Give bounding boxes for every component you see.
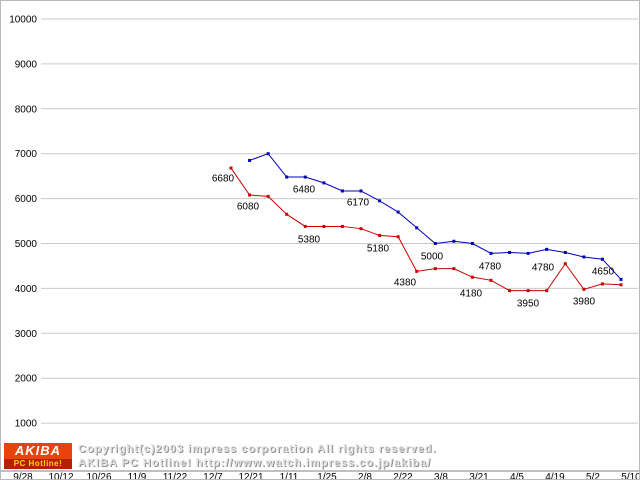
point-value-label: 6480 — [293, 185, 316, 196]
y-axis-tick-label: 10000 — [9, 15, 37, 26]
price-blue-marker — [396, 210, 400, 214]
point-value-label: 6080 — [237, 202, 260, 213]
x-axis-tick-label: 3/8 — [434, 472, 448, 480]
price-red-marker — [526, 289, 530, 293]
price-red-marker — [266, 194, 270, 198]
y-axis-tick-label: 1000 — [15, 419, 38, 430]
point-value-label: 3980 — [573, 297, 596, 308]
price-red-marker — [600, 282, 604, 286]
x-axis-tick-label: 9/28 — [13, 472, 33, 480]
x-axis-tick-label: 3/21 — [469, 472, 489, 480]
point-value-label: 6170 — [347, 198, 370, 209]
price-red-marker — [285, 212, 289, 216]
price-blue-marker — [526, 251, 530, 255]
price-red-line — [230, 167, 622, 292]
footer: AKIBA PC Hotline! Copyright(c)2003 impre… — [3, 442, 437, 470]
y-axis-tick-label: 6000 — [15, 194, 38, 205]
site-url-text: AKIBA PC Hotline! http://www.watch.impre… — [78, 457, 432, 469]
price-blue-marker — [248, 158, 252, 162]
y-axis-tick-label: 9000 — [15, 59, 38, 70]
price-blue-marker — [563, 250, 567, 254]
price-red-marker — [303, 224, 307, 228]
x-axis-tick-label: 11/9 — [128, 472, 147, 480]
x-axis-tick-label: 5/10 — [621, 472, 640, 480]
price-blue-marker — [545, 247, 549, 251]
y-axis-tick-label: 7000 — [15, 149, 38, 160]
point-value-label: 5380 — [298, 235, 321, 246]
price-red-marker — [508, 289, 512, 293]
y-axis-tick-label: 4000 — [15, 284, 38, 295]
point-value-label: 5180 — [367, 244, 390, 255]
price-blue-marker — [452, 239, 456, 243]
point-value-label: 4180 — [460, 289, 483, 300]
x-axis-tick-label: 11/22 — [163, 472, 188, 480]
x-axis-tick-label: 2/22 — [393, 472, 413, 480]
x-axis-tick-label: 2/8 — [358, 472, 372, 480]
copyright-text: Copyright(c)2003 impress corporation All… — [78, 443, 437, 455]
akiba-logo-subtitle: PC Hotline! — [4, 459, 72, 469]
y-axis-tick-label: 5000 — [15, 239, 38, 250]
price-blue-marker — [489, 251, 493, 255]
price-blue-marker — [433, 242, 437, 245]
price-red-marker — [619, 283, 623, 287]
x-axis-tick-label: 1/25 — [317, 472, 337, 480]
price-red-marker — [582, 287, 586, 291]
x-axis-tick-label: 4/19 — [545, 472, 565, 480]
akiba-logo-title: AKIBA — [4, 443, 72, 459]
price-blue-marker — [322, 181, 326, 185]
y-axis-tick-label: 2000 — [15, 374, 38, 385]
footer-text: Copyright(c)2003 impress corporation All… — [78, 442, 437, 470]
price-red-marker — [545, 289, 549, 293]
price-red-marker — [396, 235, 400, 239]
price-blue-marker — [340, 189, 344, 193]
point-value-label: 4780 — [532, 263, 555, 274]
price-blue-marker — [470, 242, 474, 245]
x-axis-tick-label: 12/21 — [238, 472, 263, 480]
point-value-label: 3950 — [517, 299, 540, 310]
price-blue-marker — [582, 255, 586, 259]
price-red-marker — [340, 224, 344, 228]
akiba-logo: AKIBA PC Hotline! — [3, 442, 73, 470]
price-blue-marker — [285, 175, 289, 179]
price-red-marker — [415, 269, 419, 273]
price-red-marker — [433, 267, 437, 271]
price-blue-marker — [600, 257, 604, 261]
price-red-marker — [322, 224, 326, 228]
price-red-marker — [359, 227, 363, 231]
price-red-marker — [378, 233, 382, 237]
price-blue-marker — [303, 175, 307, 179]
point-value-label: 4380 — [394, 278, 417, 289]
x-axis-tick-label: 5/2 — [586, 472, 600, 480]
price-red-marker — [470, 275, 474, 279]
price-blue-marker — [415, 226, 419, 230]
y-axis-tick-label: 3000 — [15, 329, 38, 340]
point-value-label: 5000 — [421, 252, 444, 263]
price-blue-marker — [508, 250, 512, 254]
price-blue-marker — [378, 199, 382, 203]
x-axis-tick-label: 4/5 — [510, 472, 524, 480]
price-red-marker — [229, 166, 233, 170]
price-red-marker — [563, 262, 567, 266]
x-axis-tick-label: 1/11 — [280, 472, 299, 480]
x-axis-tick-label: 10/26 — [86, 472, 111, 480]
x-axis-tick-label: 12/7 — [203, 472, 223, 480]
price-red-marker — [452, 267, 456, 271]
price-blue-marker — [619, 277, 623, 281]
price-red-marker — [248, 193, 252, 197]
point-value-label: 6680 — [212, 174, 235, 185]
price-red-marker — [489, 278, 493, 282]
price-blue-marker — [359, 189, 363, 193]
x-axis-tick-label: 10/12 — [48, 472, 73, 480]
point-value-label: 4650 — [592, 267, 615, 278]
price-blue-marker — [266, 152, 270, 156]
point-value-label: 4780 — [479, 262, 502, 273]
y-axis-tick-label: 8000 — [15, 104, 38, 115]
